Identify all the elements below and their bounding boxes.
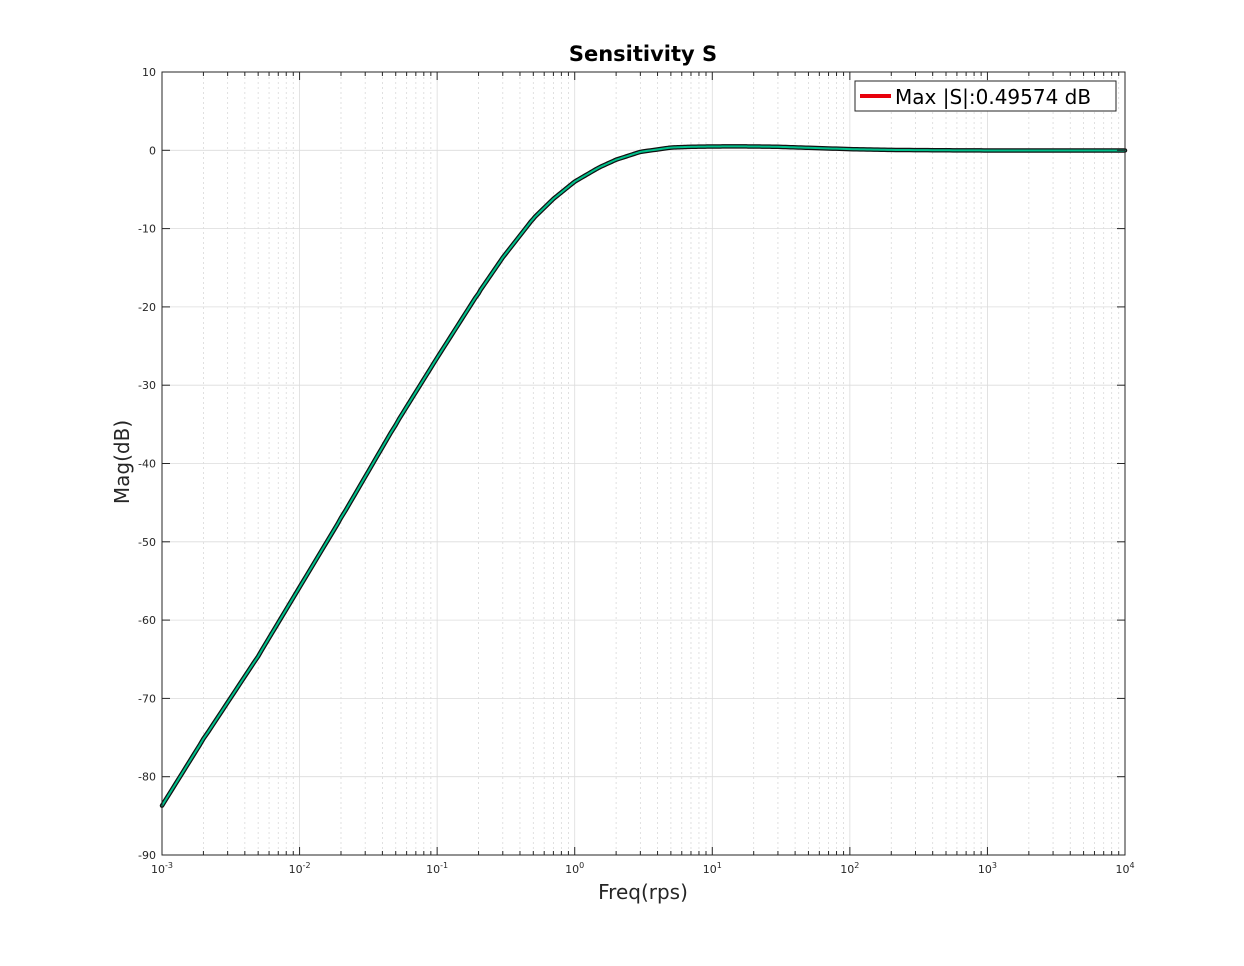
x-tick-label-exponent: 2 bbox=[854, 861, 859, 870]
x-tick-label: 10-2 bbox=[289, 861, 311, 876]
x-tick-label-base: 10 bbox=[978, 863, 992, 876]
y-axis-label: Mag(dB) bbox=[110, 420, 134, 504]
x-tick-label: 10-1 bbox=[426, 861, 448, 876]
legend: Max |S|:0.49574 dB bbox=[854, 80, 1117, 112]
y-tick-label: -90 bbox=[138, 849, 156, 862]
x-tick-label: 101 bbox=[703, 861, 722, 876]
series-layer bbox=[159, 144, 1128, 808]
x-tick-label-base: 10 bbox=[151, 863, 165, 876]
x-tick-label-exponent: 0 bbox=[579, 861, 584, 870]
chart-title: Sensitivity S bbox=[569, 42, 717, 66]
y-tick-label: 10 bbox=[142, 66, 156, 79]
y-tick-label: -60 bbox=[138, 614, 156, 627]
x-tick-label-exponent: 1 bbox=[717, 861, 722, 870]
x-tick-label: 103 bbox=[978, 861, 997, 876]
x-tick-label-base: 10 bbox=[426, 863, 440, 876]
x-tick-label-exponent: 3 bbox=[992, 861, 997, 870]
x-tick-label: 100 bbox=[565, 861, 584, 876]
x-tick-label-exponent: -2 bbox=[303, 861, 311, 870]
legend-box bbox=[854, 80, 1117, 112]
x-tick-label: 104 bbox=[1115, 861, 1134, 876]
x-tick-label: 10-3 bbox=[151, 861, 173, 876]
y-tick-label: -70 bbox=[138, 692, 156, 705]
y-tick-label: -20 bbox=[138, 301, 156, 314]
x-tick-label: 102 bbox=[840, 861, 859, 876]
x-tick-label-exponent: -3 bbox=[165, 861, 173, 870]
x-tick-label-exponent: -1 bbox=[440, 861, 448, 870]
x-tick-label-base: 10 bbox=[840, 863, 854, 876]
x-tick-label-base: 10 bbox=[565, 863, 579, 876]
y-tick-label: -40 bbox=[138, 458, 156, 471]
series-line bbox=[161, 145, 1126, 807]
major-grid bbox=[162, 72, 1125, 855]
x-tick-label-base: 10 bbox=[1115, 863, 1129, 876]
legend-entry-label: Max |S|:0.49574 dB bbox=[895, 85, 1091, 109]
x-tick-label-base: 10 bbox=[289, 863, 303, 876]
tick-marks bbox=[161, 71, 1126, 856]
y-tick-label: -80 bbox=[138, 771, 156, 784]
x-tick-label-base: 10 bbox=[703, 863, 717, 876]
y-tick-labels: 10 0 -10 -20 -30 -40 -50 -60 -70 -80 -90 bbox=[138, 66, 156, 862]
x-tick-labels: 10-3 10-2 10-1 100 101 102 103 104 bbox=[151, 861, 1135, 876]
y-tick-label: 0 bbox=[149, 144, 156, 157]
y-tick-label: -50 bbox=[138, 536, 156, 549]
y-tick-label: -30 bbox=[138, 379, 156, 392]
y-tick-label: -10 bbox=[138, 223, 156, 236]
x-tick-label-exponent: 4 bbox=[1129, 861, 1134, 870]
x-axis-label: Freq(rps) bbox=[598, 880, 688, 904]
